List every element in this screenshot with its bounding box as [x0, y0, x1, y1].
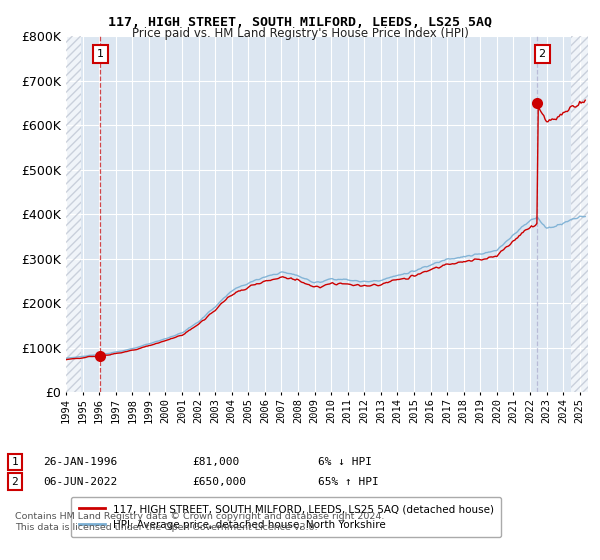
Text: 2: 2 [11, 477, 19, 487]
Bar [571, 36, 588, 392]
Bar [66, 36, 81, 392]
Text: 06-JUN-2022: 06-JUN-2022 [43, 477, 118, 487]
Text: Contains HM Land Registry data © Crown copyright and database right 2024.
This d: Contains HM Land Registry data © Crown c… [15, 512, 385, 532]
Text: Price paid vs. HM Land Registry's House Price Index (HPI): Price paid vs. HM Land Registry's House … [131, 27, 469, 40]
Text: 2: 2 [539, 49, 545, 59]
Text: 6% ↓ HPI: 6% ↓ HPI [318, 457, 372, 467]
Text: 65% ↑ HPI: 65% ↑ HPI [318, 477, 379, 487]
Text: £650,000: £650,000 [192, 477, 246, 487]
Legend: 117, HIGH STREET, SOUTH MILFORD, LEEDS, LS25 5AQ (detached house), HPI: Average : 117, HIGH STREET, SOUTH MILFORD, LEEDS, … [71, 497, 501, 537]
Text: 26-JAN-1996: 26-JAN-1996 [43, 457, 118, 467]
Text: £81,000: £81,000 [192, 457, 239, 467]
Text: 1: 1 [97, 49, 104, 59]
Text: 1: 1 [11, 457, 19, 467]
Text: 117, HIGH STREET, SOUTH MILFORD, LEEDS, LS25 5AQ: 117, HIGH STREET, SOUTH MILFORD, LEEDS, … [108, 16, 492, 29]
